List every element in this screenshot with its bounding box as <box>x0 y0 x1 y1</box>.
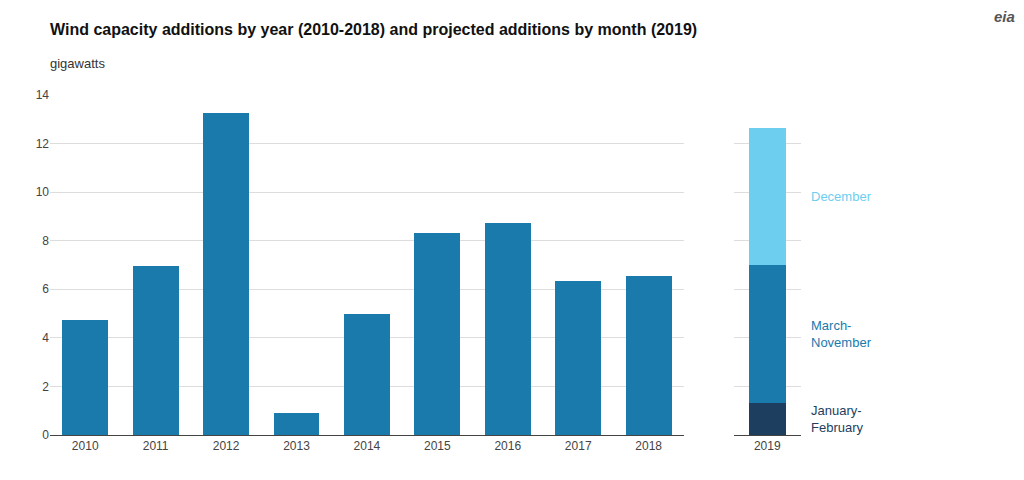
svg-text:2015: 2015 <box>424 439 451 453</box>
svg-text:4: 4 <box>42 331 49 345</box>
svg-text:January-February: January-February <box>811 403 864 435</box>
svg-text:2012: 2012 <box>213 439 240 453</box>
svg-text:2013: 2013 <box>283 439 310 453</box>
svg-text:8: 8 <box>42 234 49 248</box>
svg-text:2: 2 <box>42 380 49 394</box>
svg-text:10: 10 <box>36 185 50 199</box>
svg-text:March-November: March-November <box>811 318 872 350</box>
svg-text:2010: 2010 <box>72 439 99 453</box>
svg-text:0: 0 <box>42 428 49 442</box>
svg-text:eia: eia <box>994 8 1015 25</box>
svg-text:2019: 2019 <box>754 439 781 453</box>
svg-text:2018: 2018 <box>635 439 662 453</box>
svg-text:gigawatts: gigawatts <box>50 56 105 71</box>
svg-text:2017: 2017 <box>565 439 592 453</box>
svg-text:2011: 2011 <box>143 439 169 453</box>
svg-text:Wind capacity additions by yea: Wind capacity additions by year (2010-20… <box>50 21 697 38</box>
svg-text:2016: 2016 <box>494 439 521 453</box>
svg-text:2014: 2014 <box>354 439 381 453</box>
svg-text:6: 6 <box>42 282 49 296</box>
svg-text:14: 14 <box>36 88 50 102</box>
svg-text:12: 12 <box>36 137 50 151</box>
svg-text:December: December <box>811 189 872 204</box>
